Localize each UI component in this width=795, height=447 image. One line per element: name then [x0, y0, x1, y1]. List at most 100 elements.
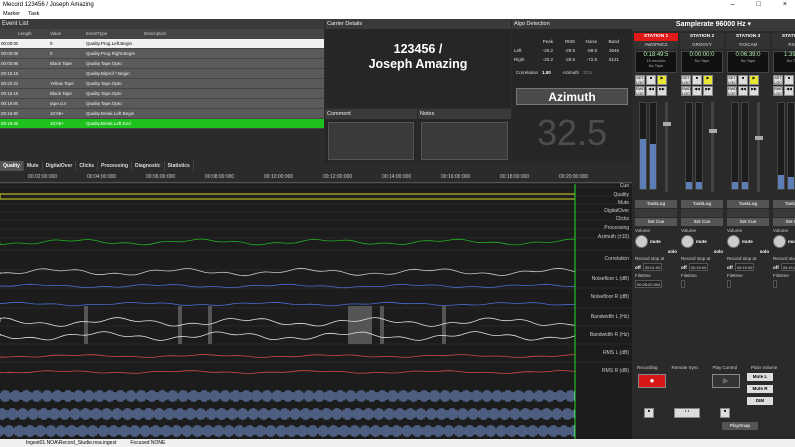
play-icon[interactable]: ▶: [657, 75, 667, 85]
volume-fader[interactable]: [711, 102, 714, 192]
tab-digitalover[interactable]: DigitalOver: [43, 161, 77, 171]
stop-record-icon[interactable]: ■: [644, 408, 654, 418]
mute-l-button[interactable]: Mute L: [747, 373, 773, 381]
minimize-button[interactable]: –: [730, 1, 735, 8]
timeline-ruler[interactable]: 00:02:00:000 00:04:00:000 00:06:00:000 00:0…: [0, 173, 632, 183]
table-row[interactable]: 00:16:007 tape.cur Quality.Tape.Opto: [0, 99, 324, 109]
record-stop-toggle[interactable]: off: [681, 264, 687, 270]
solo-button[interactable]: solo: [713, 249, 723, 254]
station-name[interactable]: STATION 3: [726, 33, 770, 41]
play-icon[interactable]: ▶: [749, 75, 759, 85]
record-stop-toggle[interactable]: off: [727, 264, 733, 270]
tab-quality[interactable]: Quality: [0, 161, 24, 171]
fader-knob[interactable]: [754, 136, 763, 140]
record-stop-toggle[interactable]: off: [635, 264, 641, 270]
set-loc-button[interactable]: SET LOC: [635, 75, 645, 85]
tab-clicks[interactable]: Clicks: [76, 161, 99, 171]
set-cue-button[interactable]: Set Cue: [727, 218, 769, 226]
mute-button[interactable]: mute: [742, 239, 753, 244]
rwd-loc-button[interactable]: RWD LOC: [727, 86, 737, 96]
station-name[interactable]: STATION 2: [680, 33, 724, 41]
col-header[interactable]: EventType: [86, 31, 108, 36]
rwd-loc-button[interactable]: RWD LOC: [635, 86, 645, 96]
play-icon[interactable]: ▶: [703, 75, 713, 85]
volume-knob[interactable]: [681, 235, 694, 248]
station-name[interactable]: STATION 4: [772, 33, 795, 41]
fader-knob[interactable]: [708, 129, 717, 133]
dim-button[interactable]: DIM: [747, 397, 773, 405]
set-cue-button[interactable]: Set Cue: [635, 218, 677, 226]
col-header[interactable]: [0, 29, 18, 38]
volume-fader[interactable]: [665, 102, 668, 192]
table-row[interactable]: 00:15:153 Black Tape Quality.Tape.Opto: [0, 89, 324, 99]
table-row[interactable]: 00:00:085 0 Quality.Prog.Right.Begin: [0, 49, 324, 59]
col-header[interactable]: Length: [18, 31, 32, 36]
set-cue-button[interactable]: Set Cue: [681, 218, 723, 226]
mute-r-button[interactable]: Mute R: [747, 385, 773, 393]
col-header[interactable]: Value: [50, 31, 62, 36]
table-row[interactable]: 00:00:005 0 Quality.Prog.Left.Begin: [0, 39, 324, 49]
volume-fader[interactable]: [757, 102, 760, 192]
tasklog-button[interactable]: TaskLog: [773, 200, 795, 208]
stop-icon[interactable]: ■: [738, 75, 748, 85]
record-button[interactable]: ●: [638, 374, 666, 388]
analysis-tracks[interactable]: Cue Quality Mute DigitalOver Clicks Processin…: [0, 183, 632, 384]
table-row[interactable]: 00:15:907 10:06+ Quality.Break.Left.Begin: [0, 109, 324, 119]
table-row[interactable]: 00:00:953 Black Tape Quality.Tape.Opto: [0, 59, 324, 69]
rewind-icon[interactable]: ◀◀: [692, 86, 702, 96]
volume-knob[interactable]: [773, 235, 786, 248]
sync-icon[interactable]: ◐◑: [674, 408, 700, 418]
set-loc-button[interactable]: SET LOC: [727, 75, 737, 85]
mute-button[interactable]: mute: [650, 239, 661, 244]
volume-knob[interactable]: [727, 235, 740, 248]
station-name[interactable]: STATION 1: [634, 33, 678, 41]
close-button[interactable]: ×: [782, 1, 787, 8]
tasklog-button[interactable]: TaskLog: [681, 200, 723, 208]
playsnap-button[interactable]: PlaySnap: [722, 422, 758, 430]
table-row[interactable]: 00:19:453 10:06+ Quality.Break.Left.End: [0, 119, 324, 129]
tab-diagnostic[interactable]: Diagnostic: [132, 161, 165, 171]
fader-knob[interactable]: [662, 122, 671, 126]
forward-icon[interactable]: ▶▶: [703, 86, 713, 96]
table-row[interactable]: 00:15:153 Quality.Bitprof.*.Begin: [0, 69, 324, 79]
stop-play-icon[interactable]: ■: [720, 408, 730, 418]
record-stop-time[interactable]: 00:15:00: [688, 263, 709, 271]
solo-button[interactable]: solo: [759, 249, 769, 254]
col-header[interactable]: Description: [144, 31, 167, 36]
record-stop-time[interactable]: 00:15:27: [780, 263, 795, 271]
rewind-icon[interactable]: ◀◀: [784, 86, 794, 96]
tab-mute[interactable]: Mute: [24, 161, 43, 171]
record-stop-time[interactable]: 00:01:00: [642, 263, 663, 271]
stop-icon[interactable]: ■: [646, 75, 656, 85]
stop-icon[interactable]: ■: [692, 75, 702, 85]
rwd-loc-button[interactable]: RWD LOC: [681, 86, 691, 96]
play-button[interactable]: ▶: [712, 374, 740, 388]
rewind-icon[interactable]: ◀◀: [646, 86, 656, 96]
comment-textarea[interactable]: [328, 122, 414, 160]
notes-textarea[interactable]: [421, 122, 508, 160]
menu-task[interactable]: Task: [28, 11, 40, 17]
set-loc-button[interactable]: SET LOC: [773, 75, 783, 85]
solo-button[interactable]: solo: [667, 249, 677, 254]
record-stop-toggle[interactable]: off: [773, 264, 779, 270]
mute-button[interactable]: mute: [696, 239, 707, 244]
tab-processing[interactable]: Processing: [98, 161, 133, 171]
tab-statistics[interactable]: Statistics: [165, 161, 194, 171]
volume-knob[interactable]: [635, 235, 648, 248]
rewind-icon[interactable]: ◀◀: [738, 86, 748, 96]
table-row[interactable]: 00:22:227 Yellow Tape Quality.Tape.Opto: [0, 79, 324, 89]
set-cue-button[interactable]: Set Cue: [773, 218, 795, 226]
record-stop-time[interactable]: 00:15:00: [734, 263, 755, 271]
mute-button[interactable]: mute: [788, 239, 795, 244]
tasklog-button[interactable]: TaskLog: [727, 200, 769, 208]
menu-marker[interactable]: Marker: [3, 11, 21, 17]
rwd-loc-button[interactable]: RWD LOC: [773, 86, 783, 96]
maximize-button[interactable]: □: [756, 1, 761, 8]
stop-icon[interactable]: ■: [784, 75, 794, 85]
set-loc-button[interactable]: SET LOC: [681, 75, 691, 85]
samplerate-selector[interactable]: Samplerate 96000 Hz ▾: [632, 19, 795, 31]
forward-icon[interactable]: ▶▶: [657, 86, 667, 96]
tasklog-button[interactable]: TaskLog: [635, 200, 677, 208]
forward-icon[interactable]: ▶▶: [749, 86, 759, 96]
azimuth-button[interactable]: Azimuth: [516, 88, 628, 105]
